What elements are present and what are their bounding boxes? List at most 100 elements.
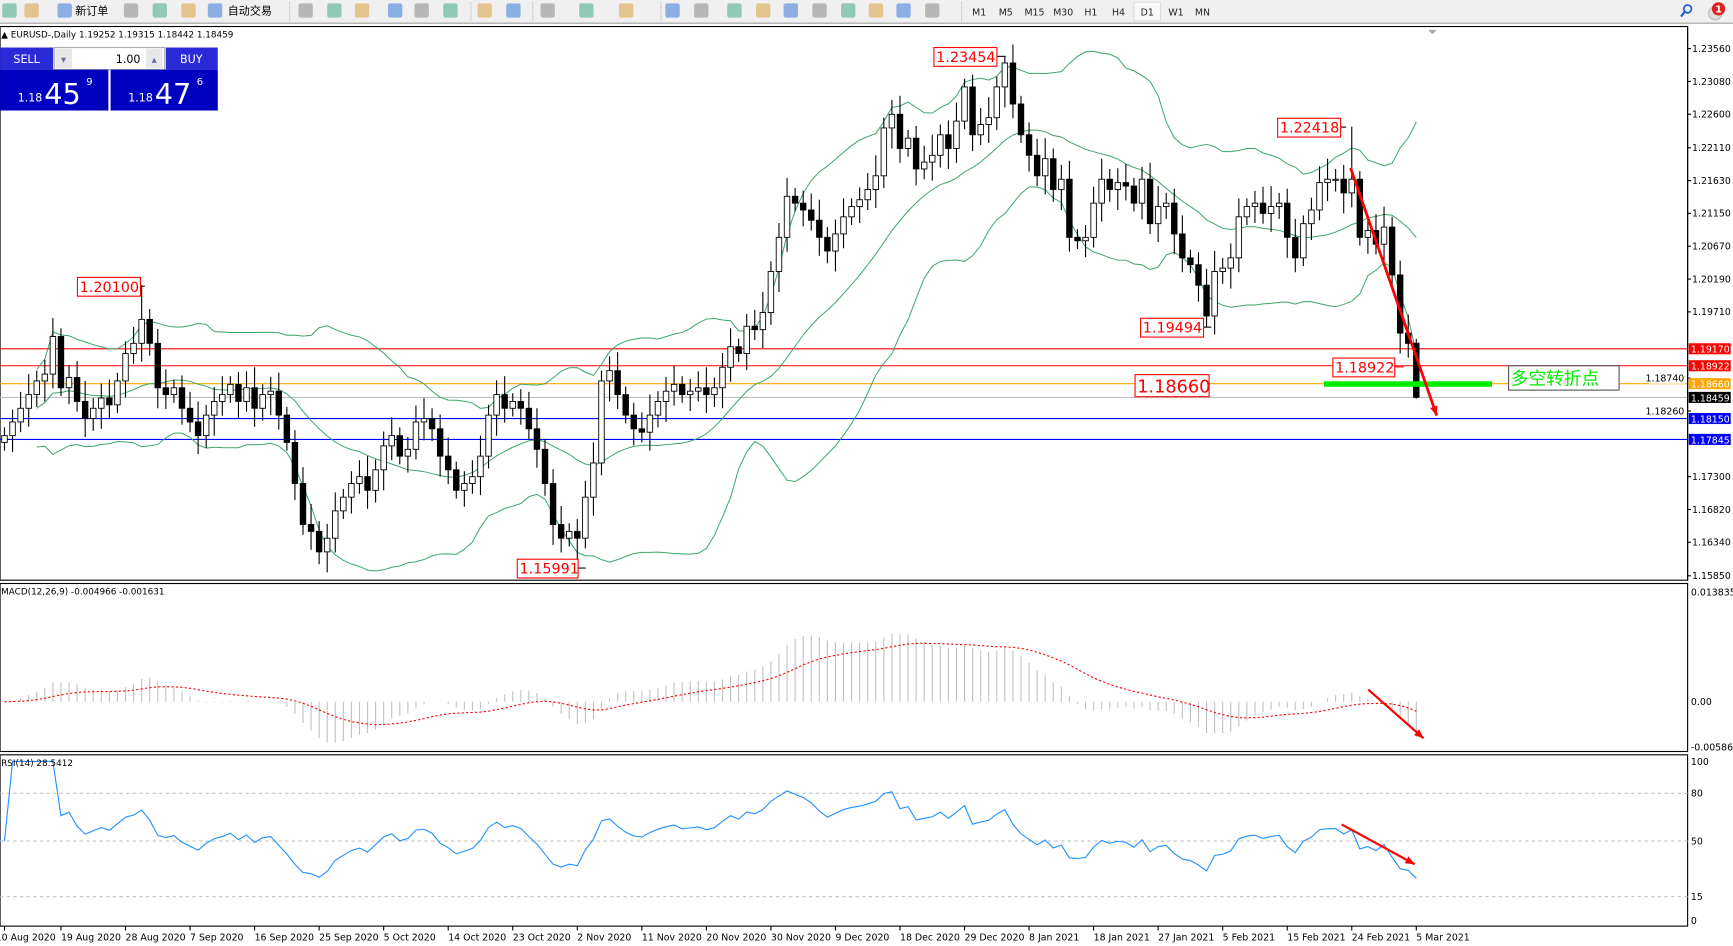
new-chart-icon[interactable] (2, 3, 17, 18)
timeframe-D1[interactable]: D1 (1133, 1, 1162, 22)
candle (1388, 216, 1396, 288)
candle (267, 376, 274, 416)
arrow-icon[interactable] (1367, 688, 1425, 740)
autoscroll-icon[interactable] (506, 3, 521, 18)
rsi-tick: 100 (1691, 757, 1709, 768)
svg-text:1.19170: 1.19170 (1691, 345, 1730, 356)
candle (1275, 192, 1283, 219)
date-tick: 25 Sep 2020 (319, 932, 378, 943)
candle (977, 108, 984, 146)
timeframe-M5[interactable]: M5 (999, 7, 1013, 18)
periods-icon[interactable] (579, 3, 594, 18)
candle (541, 439, 549, 496)
timeframe-M30[interactable]: M30 (1053, 7, 1073, 18)
sell-price-button[interactable] (0, 69, 109, 111)
rsi-panel[interactable]: RSI(14) 28.5412 (0, 754, 1689, 927)
text-label-icon[interactable] (896, 3, 911, 18)
signal-icon[interactable] (181, 3, 196, 18)
vertical-line-icon[interactable] (727, 3, 742, 18)
timeframe-M15[interactable]: M15 (1024, 7, 1044, 18)
turning-point-label[interactable]: 多空转折点 (1508, 365, 1620, 391)
candle (138, 285, 145, 362)
notification-icon[interactable]: 1 (1708, 2, 1726, 21)
crosshair-icon[interactable] (694, 3, 709, 18)
buy-price-button[interactable] (110, 69, 218, 111)
new-order-button[interactable]: 新订单 (75, 3, 108, 17)
auto-trading-button[interactable]: 自动交易 (228, 3, 272, 17)
lot-decrease-button[interactable] (55, 48, 72, 69)
auto-trading-icon[interactable] (207, 3, 223, 18)
cursor-icon[interactable] (665, 3, 680, 18)
date-tick: 8 Jan 2021 (1029, 932, 1079, 943)
arrow-icon[interactable] (1341, 823, 1416, 866)
market-watch-icon[interactable] (123, 3, 139, 18)
price-tick: 1.20190 (1692, 274, 1731, 285)
candle (670, 365, 678, 406)
candle (1413, 338, 1420, 399)
candle (549, 469, 557, 546)
arrow-icon[interactable] (1349, 167, 1439, 416)
candle (929, 134, 936, 181)
candle (501, 376, 508, 423)
candle (735, 338, 742, 362)
trendline-icon[interactable] (783, 3, 798, 18)
price-tick: 1.20670 (1692, 242, 1731, 253)
price-annotation[interactable]: 1.15991 (516, 558, 586, 579)
zoom-in-icon[interactable] (387, 3, 403, 18)
candle (1292, 218, 1299, 273)
timeframe-W1[interactable]: W1 (1168, 7, 1183, 18)
lot-size-input[interactable] (53, 46, 166, 71)
fibonacci-icon[interactable] (812, 3, 827, 18)
price-annotation-large[interactable]: 1.18660 (1134, 374, 1210, 398)
candle (662, 376, 670, 422)
candlestick-icon[interactable] (327, 3, 342, 18)
lot-size-value: 1.00 (116, 53, 141, 66)
candle (73, 361, 81, 412)
rsi-header: RSI(14) 28.5412 (1, 759, 73, 769)
zoom-out-icon[interactable] (414, 3, 429, 18)
zoom-chart-icon[interactable] (24, 3, 39, 18)
timeframe-MN[interactable]: MN (1195, 7, 1210, 18)
candle (525, 391, 533, 440)
price-annotation[interactable]: 1.23454 (933, 46, 1006, 67)
templates-icon[interactable] (618, 3, 634, 18)
new-order-icon[interactable] (57, 3, 72, 18)
bar-chart-icon[interactable] (298, 3, 313, 18)
navigator-icon[interactable] (152, 3, 167, 18)
macd-signal-line (4, 642, 1417, 726)
candle (1138, 166, 1146, 220)
candle (1163, 192, 1170, 219)
price-chart[interactable]: 1.23454 1.22418 1.20100 1.19494 1.15991 1.189… (0, 25, 1689, 581)
price-annotation[interactable]: 1.20100 (76, 276, 145, 297)
macd-panel[interactable]: MACD(12,26,9) -0.004966 -0.001631 (0, 582, 1689, 753)
candle (1, 427, 8, 451)
price-annotation[interactable]: 1.19494 (1140, 317, 1212, 338)
arrows-icon[interactable] (925, 3, 940, 18)
buy-button[interactable] (165, 47, 218, 70)
chart-shift-marker[interactable] (1427, 29, 1437, 35)
timeframe-H1[interactable]: H1 (1084, 7, 1097, 18)
horizontal-line-icon[interactable] (755, 3, 771, 18)
svg-text:1.23454: 1.23454 (936, 50, 995, 66)
lot-increase-button[interactable] (145, 48, 163, 69)
timeframe-M1[interactable]: M1 (972, 7, 986, 18)
time-axis: 10 Aug 2020 19 Aug 2020 28 Aug 2020 7 Sep 2… (0, 926, 1470, 943)
line-chart-icon[interactable] (354, 3, 370, 18)
text-icon[interactable] (868, 3, 884, 18)
timeframe-H4[interactable]: H4 (1112, 7, 1125, 18)
candle (598, 370, 605, 476)
sell-button[interactable] (0, 47, 54, 70)
search-icon[interactable] (1680, 4, 1693, 18)
tile-windows-icon[interactable] (443, 3, 458, 18)
indicators-icon[interactable] (540, 3, 555, 18)
fibo-fan-icon[interactable] (841, 3, 856, 18)
price-annotation[interactable]: 1.22418 (1277, 117, 1347, 138)
date-tick: 14 Oct 2020 (448, 932, 506, 943)
candle (937, 124, 944, 168)
price-tick: 1.22600 (1692, 110, 1731, 121)
price-annotation[interactable]: 1.18922 (1332, 357, 1404, 378)
chart-shift-icon[interactable] (477, 3, 492, 18)
bollinger-upper (36, 50, 1417, 409)
svg-text:M30: M30 (1053, 7, 1073, 18)
candle (243, 371, 250, 412)
